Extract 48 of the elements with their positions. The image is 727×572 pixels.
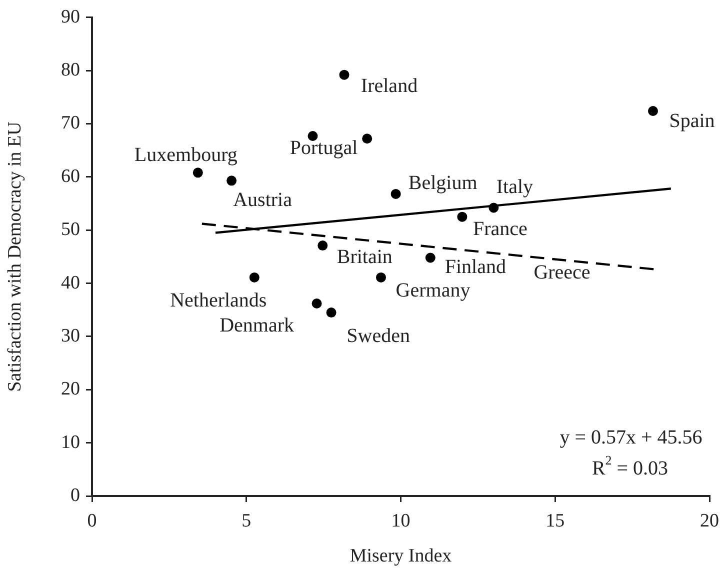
point <box>318 240 328 251</box>
x-tick-label: 20 <box>700 510 719 532</box>
point <box>308 130 318 141</box>
y-axis-title: Satisfaction with Democracy in EU <box>4 121 26 392</box>
point <box>457 212 468 222</box>
data-label: Ireland <box>360 75 418 98</box>
point <box>192 168 203 178</box>
y-tick-label: 40 <box>61 272 80 294</box>
point <box>425 252 436 263</box>
annotation: y = 0.57x + 45.56 <box>560 426 702 448</box>
y-tick-label: 10 <box>61 432 80 453</box>
data-label: France <box>472 218 528 240</box>
x-tick-label: 10 <box>391 510 410 532</box>
data-label: Belgium <box>408 172 478 194</box>
data-label: Luxembourg <box>134 144 238 166</box>
data-label: Sweden <box>346 324 410 347</box>
y-tick-label: 70 <box>61 112 80 134</box>
point <box>226 176 237 186</box>
data-label: Italy <box>496 176 534 198</box>
point <box>312 298 322 308</box>
point <box>390 188 401 199</box>
point <box>376 272 386 282</box>
x-tick-label: 0 <box>87 510 97 532</box>
x-axis-title: Misery Index <box>350 546 452 567</box>
annotation: Greece <box>534 261 590 284</box>
data-label: Netherlands <box>170 290 267 312</box>
data-label: Finland <box>444 256 506 278</box>
y-tick-label: 30 <box>61 325 80 346</box>
y-tick-label: 60 <box>61 166 80 187</box>
data-label: Austria <box>233 188 292 211</box>
point <box>339 70 350 80</box>
data-label: Britain <box>336 246 392 268</box>
y-tick-label: 0 <box>70 484 80 506</box>
point <box>648 106 658 116</box>
data-label: Denmark <box>220 314 294 337</box>
data-label: Germany <box>396 280 470 302</box>
point <box>362 134 372 144</box>
x-tick-label: 5 <box>242 510 252 532</box>
y-tick-label: 50 <box>61 219 80 240</box>
point <box>249 272 260 282</box>
y-tick-label: 20 <box>61 378 80 400</box>
y-tick-label: 90 <box>61 6 80 28</box>
point <box>488 202 499 213</box>
x-tick-label: 15 <box>546 510 565 532</box>
y-tick-label: 80 <box>61 60 80 81</box>
data-label: Spain <box>669 110 715 132</box>
point <box>326 308 336 318</box>
data-label: Portugal <box>290 137 358 160</box>
